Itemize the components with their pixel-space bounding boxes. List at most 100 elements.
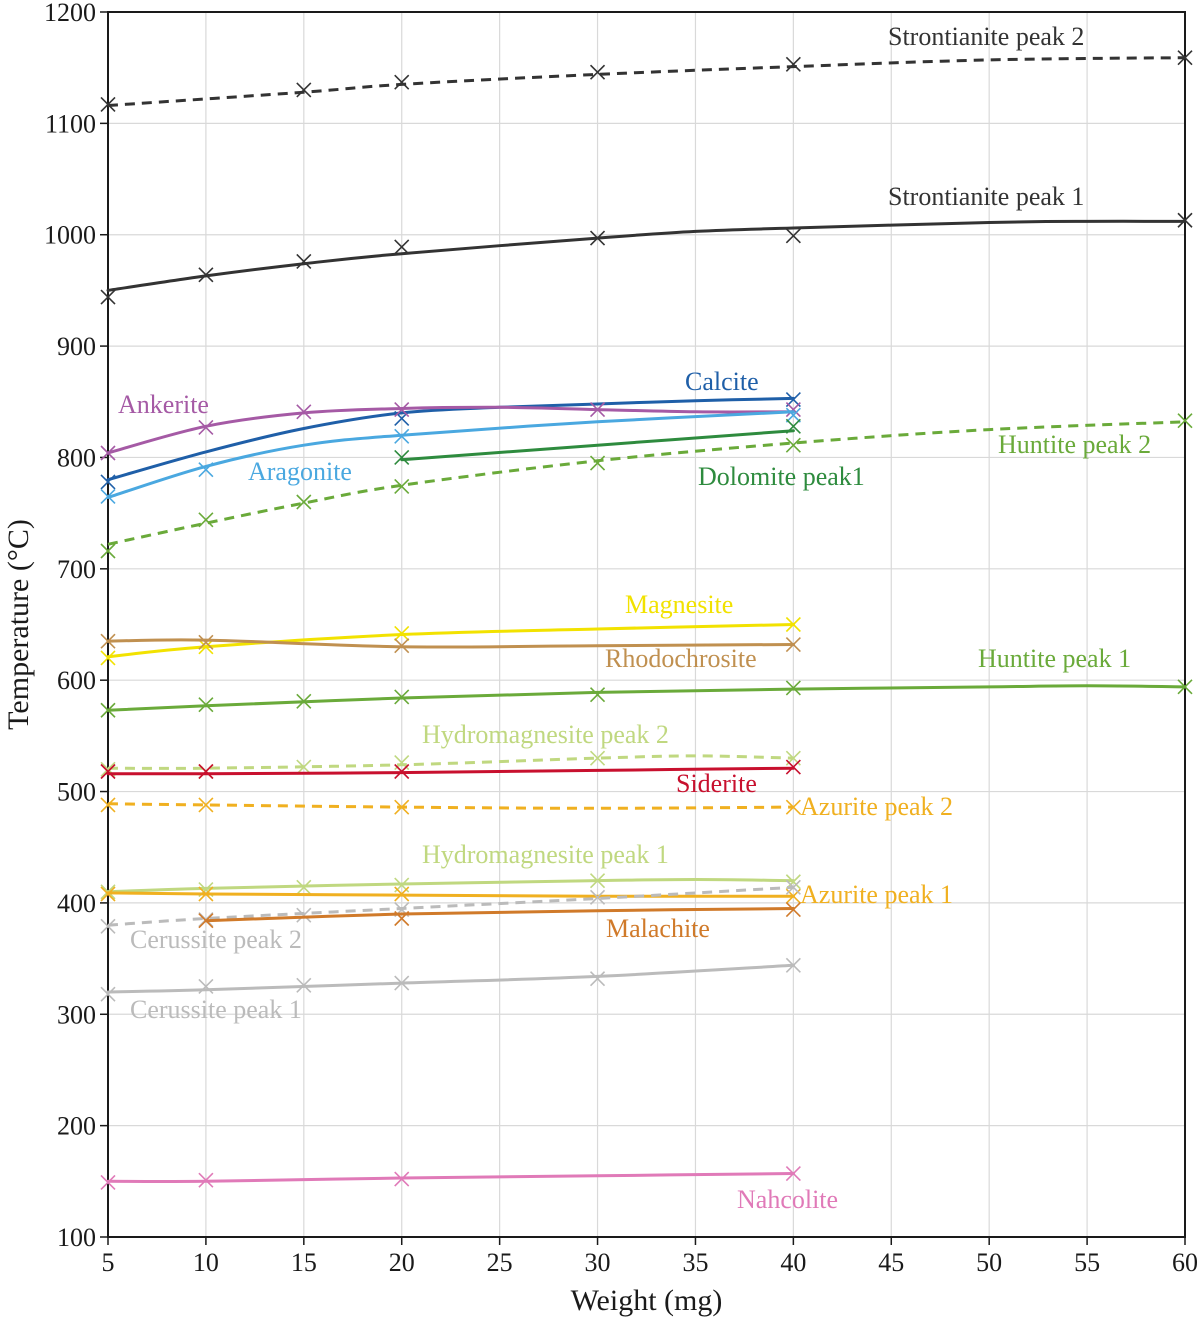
data-point (100, 488, 116, 504)
x-tick-label: 10 (193, 1248, 219, 1277)
data-point (100, 763, 116, 780)
series-label: Cerussite peak 1 (130, 995, 302, 1024)
data-point (1177, 212, 1193, 228)
series-line (106, 891, 795, 898)
series-label: Aragonite (248, 457, 352, 486)
data-point (785, 759, 801, 775)
axis-ticks: 5 10 15 20 25 30 35 40 45 50 55 60 100 200 300 400 500 60… (44, 0, 1198, 1277)
series-line (106, 623, 795, 659)
data-point (785, 879, 801, 895)
series-line (106, 219, 1187, 292)
data-point (1177, 50, 1193, 66)
series-line (106, 405, 795, 455)
series (100, 402, 801, 461)
series-line (106, 1172, 795, 1184)
data-point (394, 910, 410, 927)
data-point (198, 763, 214, 780)
data-point (296, 879, 312, 895)
data-point (589, 971, 606, 987)
data-point (198, 978, 214, 994)
series-label: Huntite peak 2 (998, 430, 1151, 459)
data-point (100, 918, 116, 934)
data-point (198, 639, 214, 655)
data-point (198, 419, 214, 435)
data-point (589, 889, 606, 905)
series-layer (100, 50, 1193, 1190)
y-tick-label: 1200 (44, 0, 96, 27)
data-point (296, 82, 312, 98)
data-point (198, 697, 214, 713)
data-point (296, 907, 312, 923)
data-point (589, 402, 606, 418)
x-tick-label: 35 (682, 1248, 708, 1277)
data-point (1177, 679, 1193, 695)
data-point (198, 267, 214, 283)
x-axis-title: Weight (mg) (571, 1284, 723, 1317)
series (100, 957, 801, 1002)
data-point (785, 407, 801, 423)
y-tick-label: 600 (57, 666, 96, 695)
plot-frame (107, 11, 1186, 1238)
data-point (589, 230, 606, 246)
y-tick-label: 1000 (44, 221, 96, 250)
series-line (107, 885, 794, 927)
data-point (394, 402, 410, 418)
series-label: Rhodochrosite (605, 644, 757, 673)
data-point (100, 445, 116, 461)
y-tick-label: 400 (57, 889, 96, 918)
data-point (785, 228, 801, 244)
data-point (394, 975, 410, 991)
series-label: Siderite (676, 769, 757, 798)
data-point (589, 64, 606, 80)
x-tick-label: 60 (1172, 1248, 1198, 1277)
data-point (785, 957, 801, 973)
data-point (785, 616, 801, 633)
data-point (589, 873, 606, 889)
series (100, 679, 1193, 718)
y-tick-label: 800 (57, 443, 96, 472)
data-point (785, 402, 801, 418)
data-point (100, 986, 116, 1002)
data-point (394, 689, 410, 705)
data-point (100, 1174, 116, 1190)
series-label: Strontianite peak 1 (888, 182, 1084, 211)
y-tick-label: 1100 (45, 109, 96, 138)
series (100, 50, 1193, 112)
series-line (204, 907, 795, 923)
series-line (107, 802, 794, 810)
series-line (106, 963, 795, 994)
series-line (106, 410, 795, 499)
series (100, 879, 801, 934)
series-line (107, 420, 1186, 546)
data-point (100, 96, 116, 112)
series-line (106, 684, 1187, 712)
series-label: Azurite peak 1 (800, 880, 953, 909)
data-point (198, 512, 214, 528)
data-point (100, 289, 116, 305)
y-tick-label: 700 (57, 555, 96, 584)
data-point (394, 625, 410, 641)
data-point (394, 1171, 410, 1187)
series-line (107, 754, 794, 770)
data-point (296, 494, 312, 510)
y-tick-label: 300 (57, 1000, 96, 1029)
series-label: Hydromagnesite peak 2 (422, 720, 669, 749)
data-point (785, 799, 801, 815)
y-tick-label: 100 (57, 1223, 96, 1252)
series-label: Azurite peak 2 (800, 792, 953, 821)
data-point (394, 239, 410, 255)
series-labels: Strontianite peak 2 Strontianite peak 1 Ca… (118, 22, 1151, 1214)
data-point (296, 759, 312, 775)
data-point (198, 913, 214, 929)
series-label: Malachite (606, 914, 710, 943)
series (100, 407, 801, 504)
series (100, 759, 801, 780)
data-point (100, 543, 116, 559)
data-point (394, 886, 410, 902)
data-point (394, 428, 410, 444)
x-tick-label: 55 (1074, 1248, 1100, 1277)
data-point (785, 636, 801, 653)
data-point (198, 1172, 214, 1188)
series-label: Calcite (685, 367, 759, 396)
